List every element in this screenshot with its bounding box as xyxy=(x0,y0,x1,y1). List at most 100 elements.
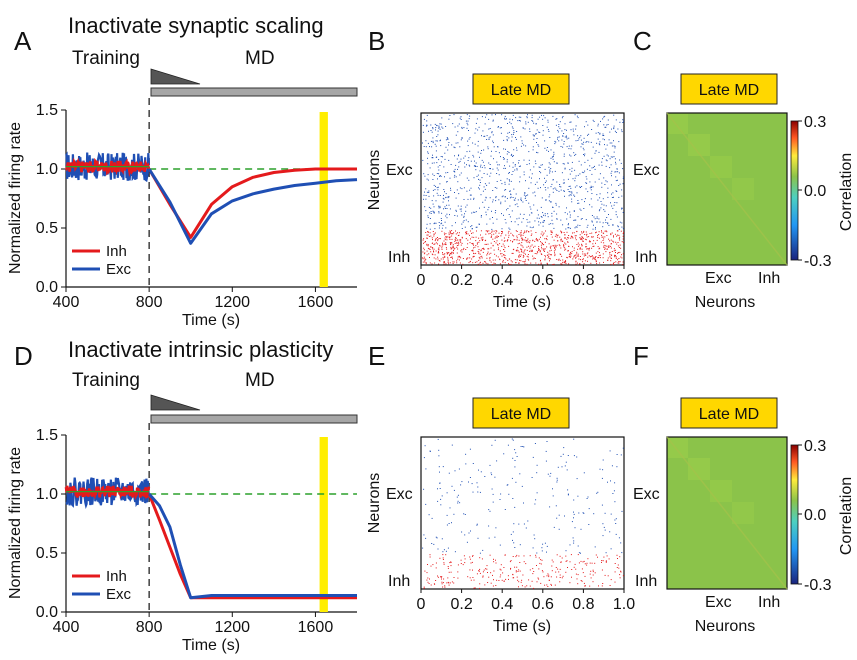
exc-spike xyxy=(443,208,444,210)
exc-spike xyxy=(534,538,536,540)
inh-spike xyxy=(610,245,612,247)
exc-spike xyxy=(444,158,446,160)
exc-spike xyxy=(480,215,482,216)
inh-spike xyxy=(451,230,453,232)
exc-spike xyxy=(622,447,624,449)
exc-spike xyxy=(600,207,602,209)
exc-spike xyxy=(445,146,447,148)
exc-spike xyxy=(455,134,457,136)
exc-spike xyxy=(425,537,427,539)
inh-spike xyxy=(540,253,542,255)
inh-spike xyxy=(444,256,446,258)
exc-spike xyxy=(528,187,530,189)
inh-spike xyxy=(429,249,431,250)
inh-spike xyxy=(450,248,452,250)
exc-spike xyxy=(575,219,577,221)
exc-spike xyxy=(533,122,535,124)
inh-spike xyxy=(617,564,619,566)
inh-spike xyxy=(559,259,561,261)
inh-spike xyxy=(564,237,566,238)
exc-spike xyxy=(560,189,562,191)
exc-spike xyxy=(492,201,494,203)
inh-spike xyxy=(510,240,512,242)
exc-spike xyxy=(558,528,560,530)
inh-spike xyxy=(495,559,496,561)
exc-spike xyxy=(570,187,572,189)
exc-spike xyxy=(500,127,502,129)
exc-spike xyxy=(604,210,606,212)
inh-spike xyxy=(592,256,594,258)
exc-spike xyxy=(472,491,474,493)
inh-spike xyxy=(512,252,514,254)
exc-spike xyxy=(445,193,447,195)
exc-spike xyxy=(553,526,555,528)
inh-spike xyxy=(429,554,431,556)
exc-spike xyxy=(462,221,464,223)
exc-spike xyxy=(532,120,534,122)
inh-spike xyxy=(592,246,594,247)
inh-spike xyxy=(450,231,451,233)
exc-spike xyxy=(543,214,544,216)
inh-spike xyxy=(586,246,588,248)
exc-spike xyxy=(458,155,459,157)
inh-spike xyxy=(452,244,454,246)
exc-spike xyxy=(573,134,575,136)
inh-spike xyxy=(483,247,484,249)
inh-spike xyxy=(446,248,448,250)
exc-spike xyxy=(440,156,442,157)
inh-spike xyxy=(619,236,621,238)
inh-spike xyxy=(547,257,549,259)
exc-spike xyxy=(585,219,587,221)
inh-spike xyxy=(464,558,466,560)
exc-spike xyxy=(615,523,617,524)
exc-spike xyxy=(622,183,624,185)
raster-x-tick-label: 0 xyxy=(417,272,426,289)
exc-spike xyxy=(475,211,477,213)
exc-spike xyxy=(550,186,552,188)
exc-spike xyxy=(470,198,472,200)
exc-spike xyxy=(494,536,496,538)
inh-spike xyxy=(560,239,562,241)
exc-spike xyxy=(574,527,576,529)
exc-spike xyxy=(511,438,513,440)
exc-spike xyxy=(540,206,542,208)
exc-spike xyxy=(507,123,508,124)
exc-spike xyxy=(504,115,506,117)
inh-spike xyxy=(622,235,624,237)
exc-spike xyxy=(594,165,595,167)
inh-spike xyxy=(432,564,434,566)
exc-spike xyxy=(555,505,557,507)
exc-spike xyxy=(541,550,543,552)
exc-spike xyxy=(554,140,556,142)
exc-spike xyxy=(458,161,460,163)
y-tick-label: 1.5 xyxy=(36,102,58,119)
inh-spike xyxy=(458,259,460,261)
inh-spike xyxy=(523,252,525,254)
exc-spike xyxy=(454,470,456,472)
inh-spike xyxy=(578,258,580,260)
inh-spike xyxy=(612,240,614,242)
inh-spike xyxy=(473,244,474,246)
inh-spike xyxy=(565,262,567,264)
inh-spike xyxy=(479,583,481,585)
exc-spike xyxy=(590,189,592,191)
exc-spike xyxy=(439,482,441,484)
exc-spike xyxy=(571,161,573,163)
inh-spike xyxy=(569,254,571,256)
inh-spike xyxy=(555,233,557,235)
exc-spike xyxy=(552,188,554,190)
inh-spike xyxy=(469,242,471,244)
exc-spike xyxy=(466,114,468,116)
exc-spike xyxy=(478,469,479,471)
inh-spike xyxy=(578,244,580,246)
inh-spike xyxy=(610,233,612,235)
exc-spike xyxy=(514,449,516,451)
exc-spike xyxy=(492,501,494,503)
inh-spike xyxy=(564,242,566,244)
exc-spike xyxy=(618,141,620,143)
inh-spike xyxy=(501,239,503,241)
exc-spike xyxy=(567,493,569,495)
inh-spike xyxy=(458,255,460,257)
exc-spike xyxy=(513,130,515,132)
inh-spike xyxy=(549,250,551,252)
